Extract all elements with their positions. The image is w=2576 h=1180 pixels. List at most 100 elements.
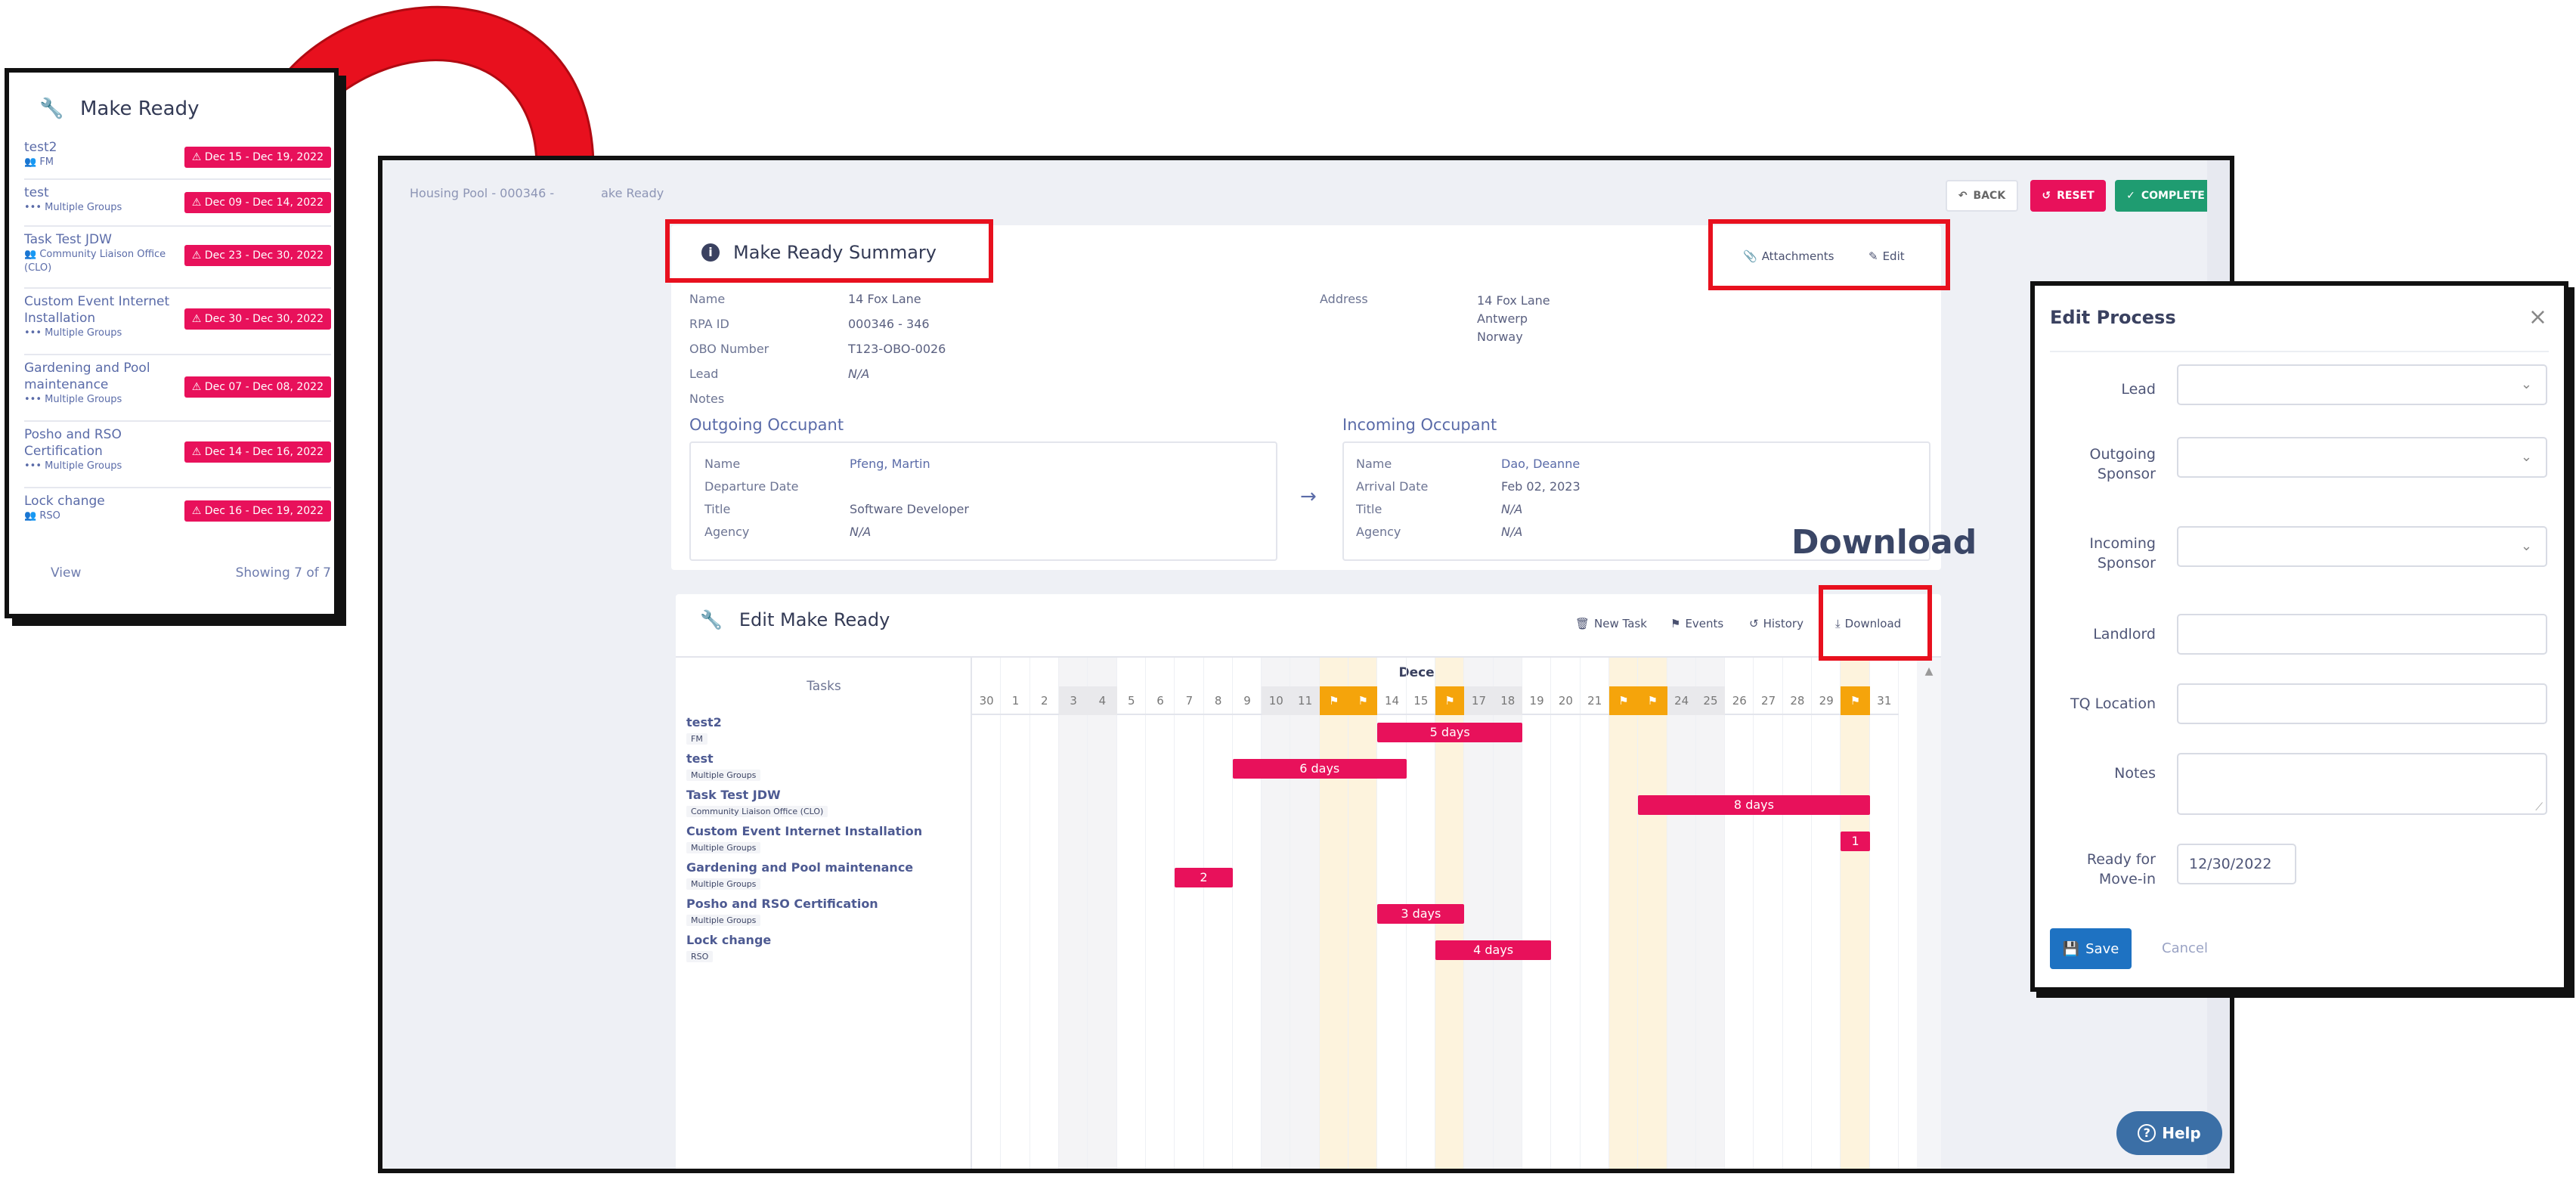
task-name[interactable]: test2 xyxy=(686,715,722,729)
incoming-name-link[interactable]: Dao, Deanne xyxy=(1501,457,1581,471)
holiday-flag-icon[interactable]: ⚑ xyxy=(1435,686,1465,715)
move-in-date-input[interactable]: 12/30/2022 xyxy=(2177,844,2296,884)
holiday-flag-icon[interactable]: ⚑ xyxy=(1319,686,1349,715)
trash-icon: 🗑 xyxy=(1575,617,1590,630)
task-name[interactable]: test xyxy=(686,751,714,766)
day-column xyxy=(1493,658,1522,1169)
gantt-task-column: Tasks xyxy=(676,658,972,1169)
list-item[interactable]: test ••• Multiple Groups ⚠ Dec 09 - Dec … xyxy=(24,180,331,227)
list-item[interactable]: Posho and RSO Certification ••• Multiple… xyxy=(24,422,331,488)
day-column xyxy=(1262,658,1291,1169)
day-column xyxy=(1233,658,1262,1169)
list-item[interactable]: Task Test JDW 👥 Community Liaison Office… xyxy=(24,227,331,289)
new-task-button[interactable]: 🗑 New Task xyxy=(1575,617,1647,630)
day-label: 14 xyxy=(1384,694,1400,708)
holiday-flag-icon[interactable]: ⚑ xyxy=(1841,686,1870,715)
make-ready-widget: 🔧 Make Ready test2 👥 FM ⚠ Dec 15 - Dec 1… xyxy=(5,68,339,618)
dialog-divider xyxy=(2050,351,2549,352)
item-name[interactable]: Lock change xyxy=(24,494,105,509)
list-item[interactable]: test2 👥 FM ⚠ Dec 15 - Dec 19, 2022 xyxy=(24,138,331,180)
day-column xyxy=(1783,658,1813,1169)
notes-textarea[interactable]: ⟋ xyxy=(2177,753,2547,815)
item-name[interactable]: Task Test JDW xyxy=(24,232,112,247)
outgoing-occupant-fields: Name Pfeng, Martin Departure Date Title So… xyxy=(704,457,969,539)
day-label: 18 xyxy=(1493,686,1522,715)
tq-location-input[interactable] xyxy=(2177,683,2547,724)
task-bar[interactable]: 5 days xyxy=(1377,723,1522,742)
day-label: 9 xyxy=(1243,694,1251,708)
task-bar[interactable]: 6 days xyxy=(1232,759,1407,779)
list-item[interactable]: Custom Event Internet Installation ••• M… xyxy=(24,289,331,355)
download-button[interactable]: ⤓ Download xyxy=(1835,617,1902,630)
gantt-bars: 5 days 6 days 8 days 1 2 3 days 4 days xyxy=(972,715,1899,1093)
holiday-flag-icon[interactable]: ⚑ xyxy=(1608,686,1639,715)
item-name[interactable]: Custom Event Internet Installation xyxy=(24,294,170,326)
tq-location-label: TQ Location xyxy=(2070,695,2156,712)
edit-make-ready-title: Edit Make Ready xyxy=(738,609,890,630)
summary-fields: Name 14 Fox Lane RPA ID 000346 - 346 OBO N… xyxy=(689,292,992,417)
complete-button[interactable]: ✓ COMPLETE xyxy=(2115,180,2216,212)
day-column xyxy=(1812,658,1841,1169)
outgoing-sponsor-select[interactable]: ⌄ xyxy=(2177,437,2547,478)
item-name[interactable]: Gardening and Pool maintenance xyxy=(24,361,150,392)
cancel-button[interactable]: Cancel xyxy=(2162,940,2208,956)
back-button[interactable]: ↶ BACK xyxy=(1946,180,2018,212)
day-label: 24 xyxy=(1667,686,1696,715)
main-screen: Housing Pool - 000346 - ake Ready ↶ BACK ↺… xyxy=(378,156,2234,1173)
save-button[interactable]: 💾 Save xyxy=(2050,928,2132,969)
day-column xyxy=(1667,658,1696,1169)
users-icon: 👥 xyxy=(24,510,37,522)
close-icon[interactable]: × xyxy=(2528,304,2547,330)
incoming-occupant-box: Name Dao, Deanne Arrival Date Feb 02, 2023… xyxy=(1342,441,1930,561)
task-group-tag: Community Liaison Office (CLO) xyxy=(686,806,828,817)
outgoing-name-link[interactable]: Pfeng, Martin xyxy=(850,457,930,471)
help-button[interactable]: ? Help xyxy=(2116,1111,2222,1155)
history-button[interactable]: ↺ History xyxy=(1749,617,1804,630)
landlord-input[interactable] xyxy=(2177,614,2547,655)
events-button[interactable]: ⚑ Events xyxy=(1670,617,1724,630)
task-bar[interactable]: 2 xyxy=(1175,868,1233,887)
task-group-tag: Multiple Groups xyxy=(686,770,761,781)
item-name[interactable]: test2 xyxy=(24,140,57,155)
edit-button[interactable]: ✎ Edit xyxy=(1869,249,1905,263)
title-highlight-box xyxy=(665,219,993,283)
task-name[interactable]: Posho and RSO Certification xyxy=(686,897,878,911)
task-name[interactable]: Lock change xyxy=(686,933,772,947)
users-icon: 👥 xyxy=(24,156,37,168)
day-column xyxy=(1290,658,1320,1169)
day-label: 2 xyxy=(1041,694,1048,708)
item-name[interactable]: Posho and RSO Certification xyxy=(24,427,122,459)
holiday-flag-icon[interactable]: ⚑ xyxy=(1348,686,1378,715)
resize-handle-icon[interactable]: ⟋ xyxy=(2535,801,2543,813)
scroll-up-icon[interactable]: ▲ xyxy=(1924,665,1934,677)
day-label: 5 xyxy=(1127,694,1135,708)
day-column xyxy=(1638,658,1667,1169)
day-label: 25 xyxy=(1695,686,1726,715)
attachments-button[interactable]: 📎 Attachments xyxy=(1743,249,1834,263)
gantt-chart: Tasks December 301234567891011⚑⚑1415⚑171… xyxy=(676,656,1941,1169)
task-name[interactable]: Custom Event Internet Installation xyxy=(686,824,923,838)
list-item[interactable]: Gardening and Pool maintenance ••• Multi… xyxy=(24,355,331,422)
day-column xyxy=(1725,658,1754,1169)
reset-button[interactable]: ↺ RESET xyxy=(2030,180,2106,212)
view-link[interactable]: View xyxy=(51,565,82,581)
task-bar[interactable]: 4 days xyxy=(1435,940,1552,960)
task-bar[interactable]: 3 days xyxy=(1377,904,1465,924)
task-bar[interactable]: 8 days xyxy=(1638,795,1870,815)
task-bar[interactable]: 1 xyxy=(1841,832,1870,851)
holiday-flag-icon[interactable]: ⚑ xyxy=(1638,686,1667,715)
task-list: test2 FM test Multiple Groups Task Test JDW C… xyxy=(676,715,972,1093)
task-group-tag: Multiple Groups xyxy=(686,842,761,853)
task-name[interactable]: Gardening and Pool maintenance xyxy=(686,860,914,875)
day-label: 17 xyxy=(1464,686,1494,715)
task-group-tag: Multiple Groups xyxy=(686,915,761,926)
gantt-scrollbar[interactable]: ▲ xyxy=(1917,658,1941,1169)
warning-icon: ⚠ xyxy=(191,197,202,209)
item-name[interactable]: test xyxy=(24,185,49,200)
incoming-occupant-title: Incoming Occupant xyxy=(1342,416,1497,434)
incoming-sponsor-select[interactable]: ⌄ xyxy=(2177,526,2547,567)
list-item[interactable]: Lock change 👥 RSO ⚠ Dec 16 - Dec 19, 202… xyxy=(24,488,331,537)
field-row: RPA ID 000346 - 346 xyxy=(689,317,930,331)
task-name[interactable]: Task Test JDW xyxy=(686,788,781,802)
lead-select[interactable]: ⌄ xyxy=(2177,364,2547,405)
